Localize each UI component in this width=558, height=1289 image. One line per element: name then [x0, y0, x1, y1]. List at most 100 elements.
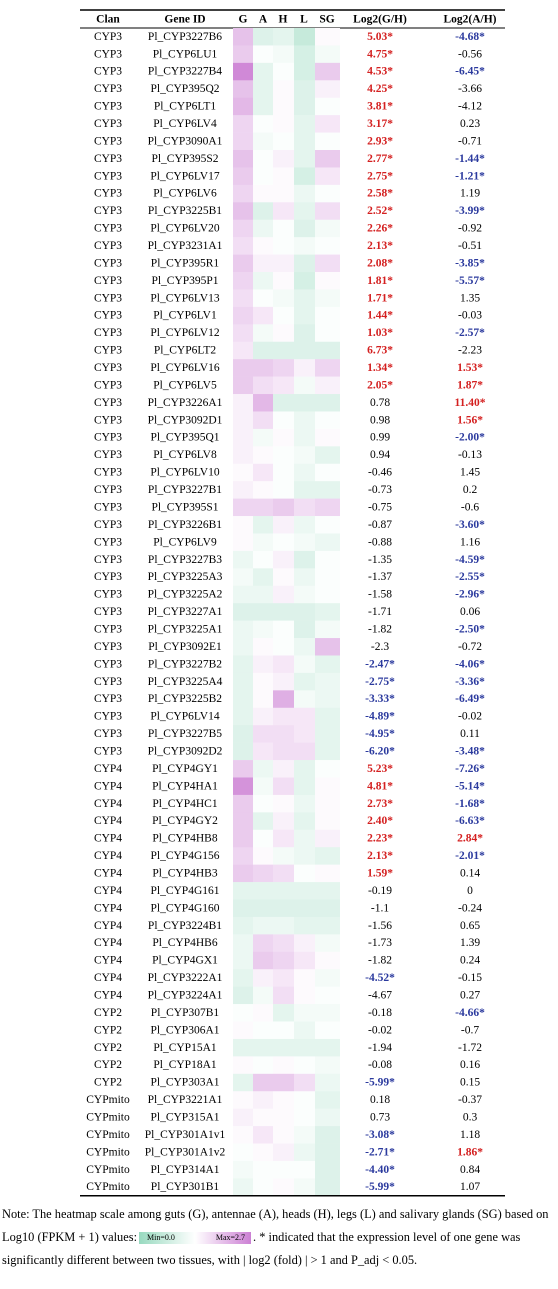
heat-cell — [315, 969, 340, 987]
heat-cell — [273, 219, 294, 238]
gene-id: Pl_CYP395S2 — [151, 153, 218, 165]
heat-cell — [315, 516, 340, 534]
heat-cell — [253, 934, 273, 953]
heat-cell — [273, 760, 294, 778]
heat-cell — [233, 550, 253, 569]
log2-ratio: 2.23* — [367, 833, 393, 845]
heat-cell — [315, 359, 340, 377]
heat-cell — [294, 864, 315, 883]
clan: CYP3 — [94, 501, 122, 513]
gene-id: Pl_CYP4HA1 — [152, 780, 218, 792]
clan: CYP3 — [94, 292, 122, 304]
heat-cell — [273, 916, 294, 935]
log2-ratio: -4.66* — [455, 1007, 485, 1019]
heat-cell — [315, 1073, 340, 1092]
heat-cell — [233, 80, 253, 99]
heat-cell — [315, 62, 340, 81]
log2-ratio: -0.02 — [458, 711, 482, 723]
heat-cell — [253, 341, 273, 360]
heat-cell — [233, 829, 253, 848]
gene-id: Pl_CYP3224B1 — [148, 920, 222, 932]
heat-cell — [273, 690, 294, 709]
heat-cell — [253, 1021, 273, 1040]
heat-cell — [233, 1056, 253, 1075]
heat-cell — [315, 777, 340, 796]
gene-id: Pl_CYP6LV13 — [150, 292, 219, 304]
clan: CYP4 — [94, 867, 122, 879]
heat-cell — [315, 672, 340, 691]
heat-cell — [273, 167, 294, 186]
log2-ratio: -1.94 — [368, 1042, 392, 1054]
heat-cell — [273, 481, 294, 499]
heat-cell — [233, 794, 253, 813]
heat-cell — [273, 28, 294, 46]
heat-cell — [294, 428, 315, 447]
heat-cell — [294, 272, 315, 290]
heat-cell — [273, 1126, 294, 1144]
header-cell: Gene ID — [164, 14, 205, 26]
gene-id: Pl_CYP395Q2 — [150, 83, 219, 95]
heat-cell — [233, 568, 253, 587]
log2-ratio: -2.3 — [371, 641, 389, 653]
heat-cell — [294, 394, 315, 412]
log2-ratio: -2.00* — [455, 432, 485, 444]
heat-cell — [233, 45, 253, 64]
heat-cell — [233, 306, 253, 325]
heat-cell — [233, 986, 253, 1005]
clan: CYP2 — [94, 1077, 122, 1089]
clan: CYP4 — [94, 798, 122, 810]
clan: CYP3 — [94, 223, 122, 235]
heat-cell — [273, 394, 294, 412]
log2-ratio: -6.63* — [455, 815, 485, 827]
heat-cell — [315, 864, 340, 883]
log2-ratio: -0.87 — [368, 519, 392, 531]
heat-cell — [253, 481, 273, 499]
heat-cell — [273, 899, 294, 918]
clan: CYP3 — [94, 205, 122, 217]
clan: CYP3 — [94, 379, 122, 391]
heat-cell — [253, 742, 273, 761]
heat-cell — [273, 115, 294, 133]
log2-ratio: -3.33* — [365, 693, 395, 705]
log2-ratio: -0.02 — [368, 1024, 392, 1036]
heat-cell — [233, 934, 253, 953]
heat-cell — [294, 899, 315, 918]
log2-ratio: -4.12 — [458, 101, 482, 113]
heat-cell — [253, 359, 273, 377]
heat-cell — [233, 1143, 253, 1162]
heat-cell — [273, 463, 294, 482]
heat-cell — [315, 1056, 340, 1075]
gene-id: Pl_CYP3092D2 — [148, 745, 223, 757]
clan: CYP3 — [94, 397, 122, 409]
heat-cell — [253, 394, 273, 412]
gene-id: Pl_CYP6LV4 — [153, 118, 217, 130]
heat-cell — [233, 1073, 253, 1092]
heat-cell — [233, 341, 253, 360]
log2-ratio: 0.06 — [460, 606, 480, 618]
heat-cell — [294, 812, 315, 831]
heat-cell — [253, 219, 273, 238]
log2-ratio: -1.44* — [455, 153, 485, 165]
heat-cell — [315, 760, 340, 778]
heat-cell — [294, 760, 315, 778]
heat-cell — [294, 150, 315, 168]
heat-cell — [315, 1021, 340, 1040]
heat-cell — [233, 1021, 253, 1040]
log2-ratio: -0.18 — [368, 1007, 392, 1019]
clan: CYP3 — [94, 571, 122, 583]
heat-cell — [253, 202, 273, 221]
heat-cell — [233, 847, 253, 865]
heat-cell — [315, 585, 340, 604]
gene-id: Pl_CYP4HB6 — [152, 937, 217, 949]
clan: CYP3 — [94, 83, 122, 95]
heat-cell — [294, 1143, 315, 1162]
log2-ratio: -0.13 — [458, 449, 482, 461]
log2-ratio: 2.77* — [367, 153, 393, 165]
gene-id: Pl_CYP6LV5 — [153, 379, 217, 391]
heat-cell — [315, 306, 340, 325]
heat-cell — [315, 794, 340, 813]
heat-cell — [273, 306, 294, 325]
heat-cell — [294, 219, 315, 238]
log2-ratio: 2.13* — [367, 240, 393, 252]
gene-id: Pl_CYP6LV8 — [153, 449, 217, 461]
